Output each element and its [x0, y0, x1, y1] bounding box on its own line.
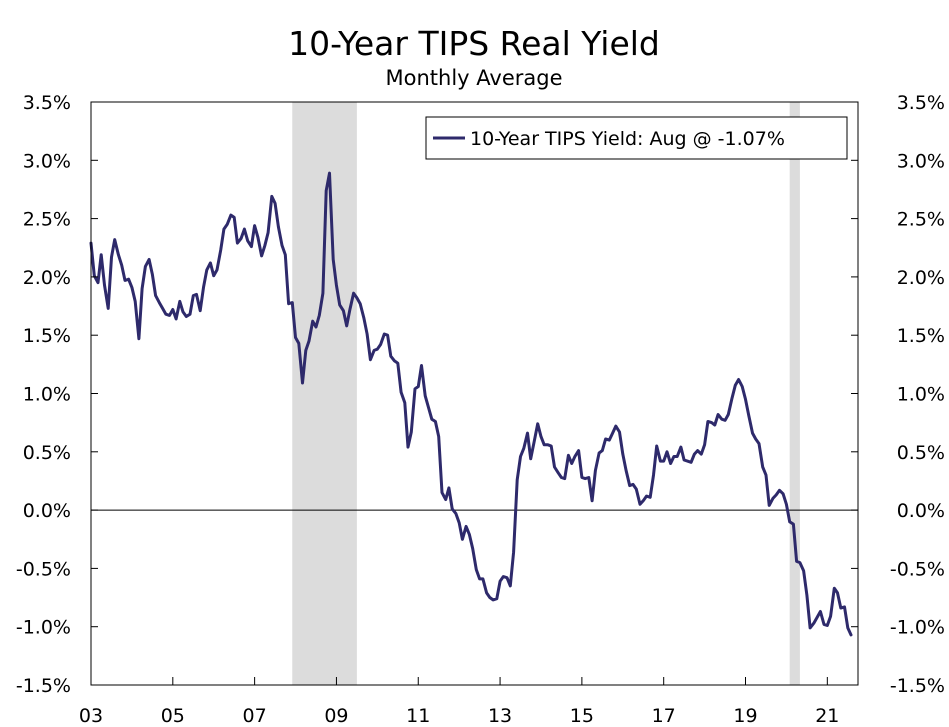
y-tick-label-right: 3.0%: [897, 150, 945, 172]
x-tick-label: 05: [161, 705, 185, 727]
y-tick-label-left: 3.5%: [23, 92, 71, 114]
y-tick-label-left: 2.5%: [23, 209, 71, 231]
chart-title: 10-Year TIPS Real Yield: [288, 24, 660, 63]
x-tick-label: 09: [324, 705, 348, 727]
y-tick-label-right: 1.5%: [897, 325, 945, 347]
x-axis: 03 05 07 09 11 13 15 17 19 21: [79, 677, 839, 727]
left-axis: 3.5% 3.0% 2.5% 2.0% 1.5% 1.0% 0.5% 0.0% -0.5% -1.…: [16, 92, 98, 697]
x-tick-label: 03: [79, 705, 103, 727]
y-tick-label-left: 2.0%: [23, 267, 71, 289]
legend-label: 10-Year TIPS Yield: Aug @ -1.07%: [470, 128, 785, 150]
right-axis: 3.5% 3.0% 2.5% 2.0% 1.5% 1.0% 0.5% 0.0% -0.5% -1.…: [851, 92, 945, 697]
recession-band-1: [292, 102, 357, 685]
y-tick-label-left: -0.5%: [16, 558, 71, 580]
y-tick-label-left: -1.5%: [16, 675, 71, 697]
y-tick-label-right: -1.0%: [890, 617, 945, 639]
y-tick-label-right: -0.5%: [890, 558, 945, 580]
x-tick-label: 15: [570, 705, 594, 727]
y-tick-label-left: 1.0%: [23, 384, 71, 406]
series-layer: [89, 171, 853, 637]
x-tick-label: 21: [815, 705, 839, 727]
recession-band-2: [789, 102, 800, 685]
y-tick-label-right: -1.5%: [890, 675, 945, 697]
legend: 10-Year TIPS Yield: Aug @ -1.07%: [425, 116, 848, 160]
chart-subtitle: Monthly Average: [386, 66, 563, 90]
y-tick-label-right: 0.0%: [897, 500, 945, 522]
series-line-tips-yield: [89, 171, 853, 637]
x-tick-label: 11: [406, 705, 430, 727]
y-tick-label-left: 0.0%: [23, 500, 71, 522]
y-tick-label-left: 0.5%: [23, 442, 71, 464]
y-tick-label-right: 3.5%: [897, 92, 945, 114]
x-tick-label: 17: [652, 705, 676, 727]
y-tick-label-left: 3.0%: [23, 150, 71, 172]
y-tick-label-right: 1.0%: [897, 384, 945, 406]
y-tick-label-left: -1.0%: [16, 617, 71, 639]
y-tick-label-right: 0.5%: [897, 442, 945, 464]
y-tick-label-left: 1.5%: [23, 325, 71, 347]
y-tick-label-right: 2.5%: [897, 209, 945, 231]
y-tick-label-right: 2.0%: [897, 267, 945, 289]
recession-bands: [292, 102, 800, 685]
legend-box: [425, 116, 848, 160]
x-tick-label: 19: [733, 705, 757, 727]
x-tick-label: 07: [243, 705, 267, 727]
x-tick-label: 13: [488, 705, 512, 727]
